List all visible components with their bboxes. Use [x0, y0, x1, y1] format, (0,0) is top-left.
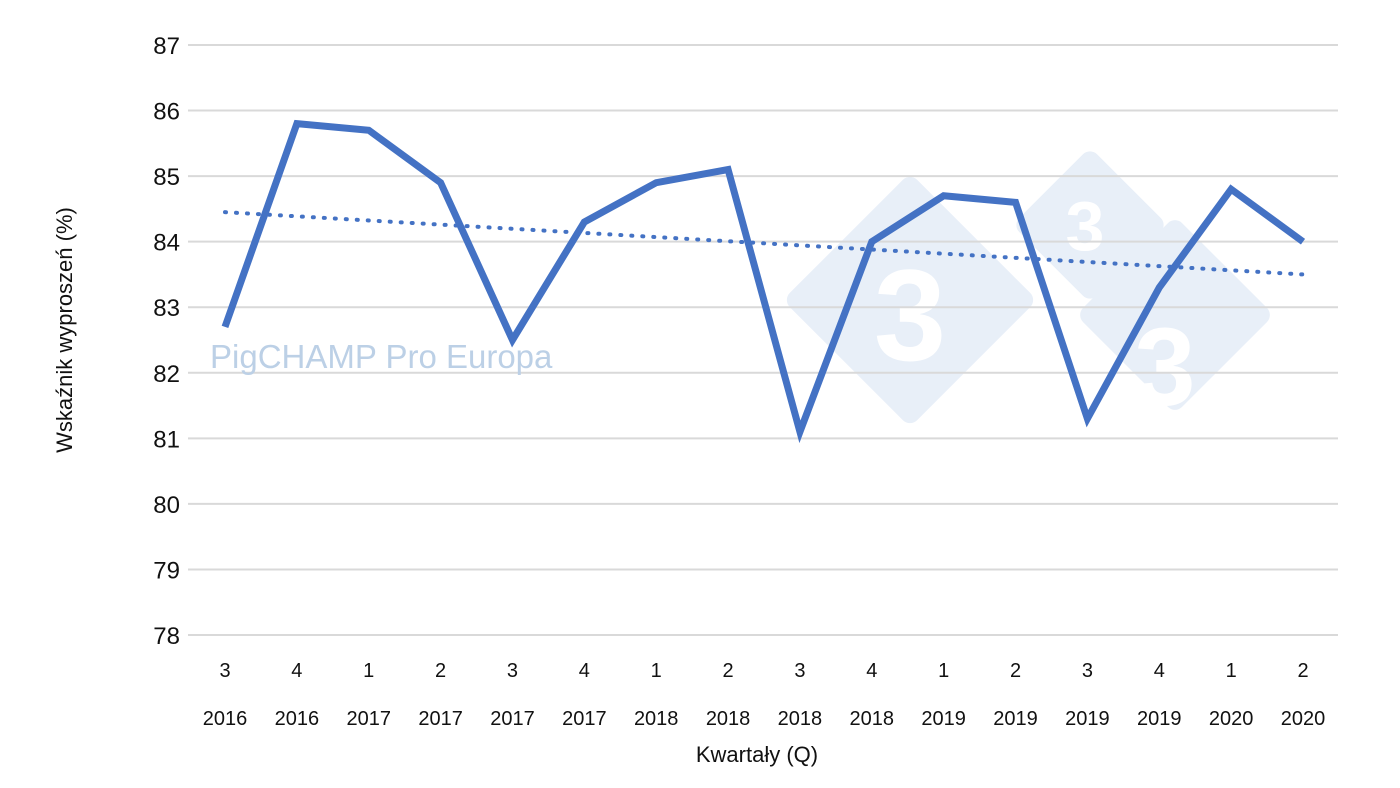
x-tick-quarter: 4: [866, 660, 877, 682]
watermark-text: PigCHAMP Pro Europa: [210, 338, 553, 375]
y-tick-label: 84: [153, 230, 180, 257]
x-tick-year: 2017: [490, 708, 535, 730]
x-tick-quarter: 3: [507, 660, 518, 682]
x-tick-year: 2020: [1281, 708, 1326, 730]
x-tick-quarter: 3: [219, 660, 230, 682]
logo-digit-large: 3: [874, 242, 946, 388]
x-tick-quarter: 1: [1226, 660, 1237, 682]
x-tick-year: 2019: [1065, 708, 1110, 730]
y-tick-label: 87: [153, 33, 180, 60]
y-tick-label: 80: [153, 492, 180, 519]
y-axis-label: Wskaźnik wyproszeń (%): [52, 207, 77, 453]
x-tick-quarter: 1: [938, 660, 949, 682]
x-tick-year: 2018: [850, 708, 895, 730]
x-tick-year: 2016: [203, 708, 248, 730]
x-tick-year: 2017: [562, 708, 607, 730]
x-tick-year: 2019: [993, 708, 1038, 730]
x-tick-quarter: 3: [794, 660, 805, 682]
x-axis-ticks: 3 2016 4 2016 1 2017 2 2017 3 2017 4 2017 1 2018 2 2018…: [203, 660, 1326, 730]
line-chart: 3 3 3 78 79 80 81 82 83 84 85 86 87 3 2016 4 2016 1 20…: [0, 0, 1400, 788]
x-tick-year: 2018: [778, 708, 823, 730]
x-tick-year: 2017: [346, 708, 391, 730]
x-tick-year: 2018: [706, 708, 751, 730]
logo-digit-right: 3: [1134, 306, 1195, 429]
logo-digit-small: 3: [1066, 187, 1105, 265]
y-axis-ticks: 78 79 80 81 82 83 84 85 86 87: [153, 33, 180, 650]
x-tick-quarter: 2: [1297, 660, 1308, 682]
y-tick-label: 85: [153, 164, 180, 191]
x-tick-quarter: 4: [579, 660, 590, 682]
y-tick-label: 78: [153, 623, 180, 650]
x-tick-quarter: 4: [291, 660, 302, 682]
y-tick-label: 79: [153, 557, 180, 584]
x-tick-quarter: 2: [723, 660, 734, 682]
x-tick-year: 2019: [1137, 708, 1182, 730]
x-tick-quarter: 1: [363, 660, 374, 682]
y-tick-label: 82: [153, 361, 180, 388]
y-tick-label: 86: [153, 99, 180, 126]
y-tick-label: 81: [153, 426, 180, 453]
x-tick-year: 2016: [275, 708, 320, 730]
x-tick-quarter: 2: [1010, 660, 1021, 682]
x-tick-quarter: 2: [435, 660, 446, 682]
x-axis-label: Kwartały (Q): [696, 742, 818, 767]
x-tick-year: 2018: [634, 708, 679, 730]
x-tick-quarter: 4: [1154, 660, 1165, 682]
x-tick-quarter: 1: [651, 660, 662, 682]
x-tick-year: 2020: [1209, 708, 1254, 730]
x-tick-year: 2019: [921, 708, 966, 730]
x-tick-quarter: 3: [1082, 660, 1093, 682]
y-tick-label: 83: [153, 295, 180, 322]
x-tick-year: 2017: [418, 708, 463, 730]
